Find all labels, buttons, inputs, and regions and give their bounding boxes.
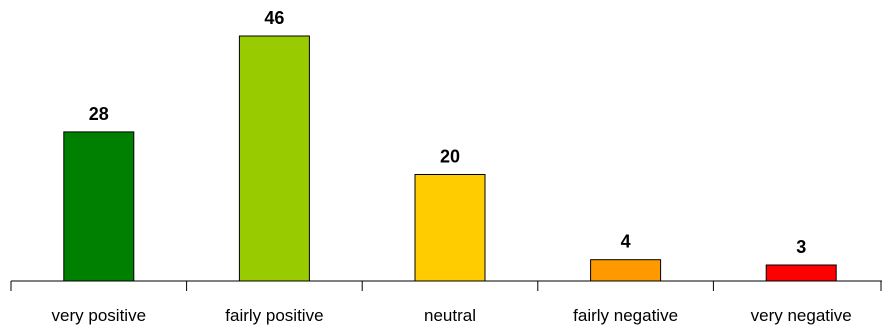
x-axis-ticks <box>10 281 882 291</box>
bar-neutral <box>414 174 486 282</box>
category-label-neutral: neutral <box>424 306 476 325</box>
bar-fairly-positive <box>238 35 310 282</box>
category-label-very-negative: very negative <box>751 306 852 325</box>
bar-very-negative <box>765 264 837 282</box>
value-labels-group: 28 46 20 4 3 <box>89 8 806 257</box>
category-label-fairly-negative: fairly negative <box>573 306 678 325</box>
value-label-fairly-negative: 4 <box>621 232 631 252</box>
bar-fairly-negative <box>590 259 662 282</box>
value-label-neutral: 20 <box>440 147 460 167</box>
value-label-fairly-positive: 46 <box>264 8 284 28</box>
bars-group <box>63 35 837 282</box>
category-labels-group: very positive fairly positive neutral fairl… <box>52 306 852 325</box>
bar-very-positive <box>63 131 135 282</box>
value-label-very-negative: 3 <box>796 237 806 257</box>
category-label-fairly-positive: fairly positive <box>225 306 323 325</box>
category-label-very-positive: very positive <box>52 306 146 325</box>
value-label-very-positive: 28 <box>89 104 109 124</box>
